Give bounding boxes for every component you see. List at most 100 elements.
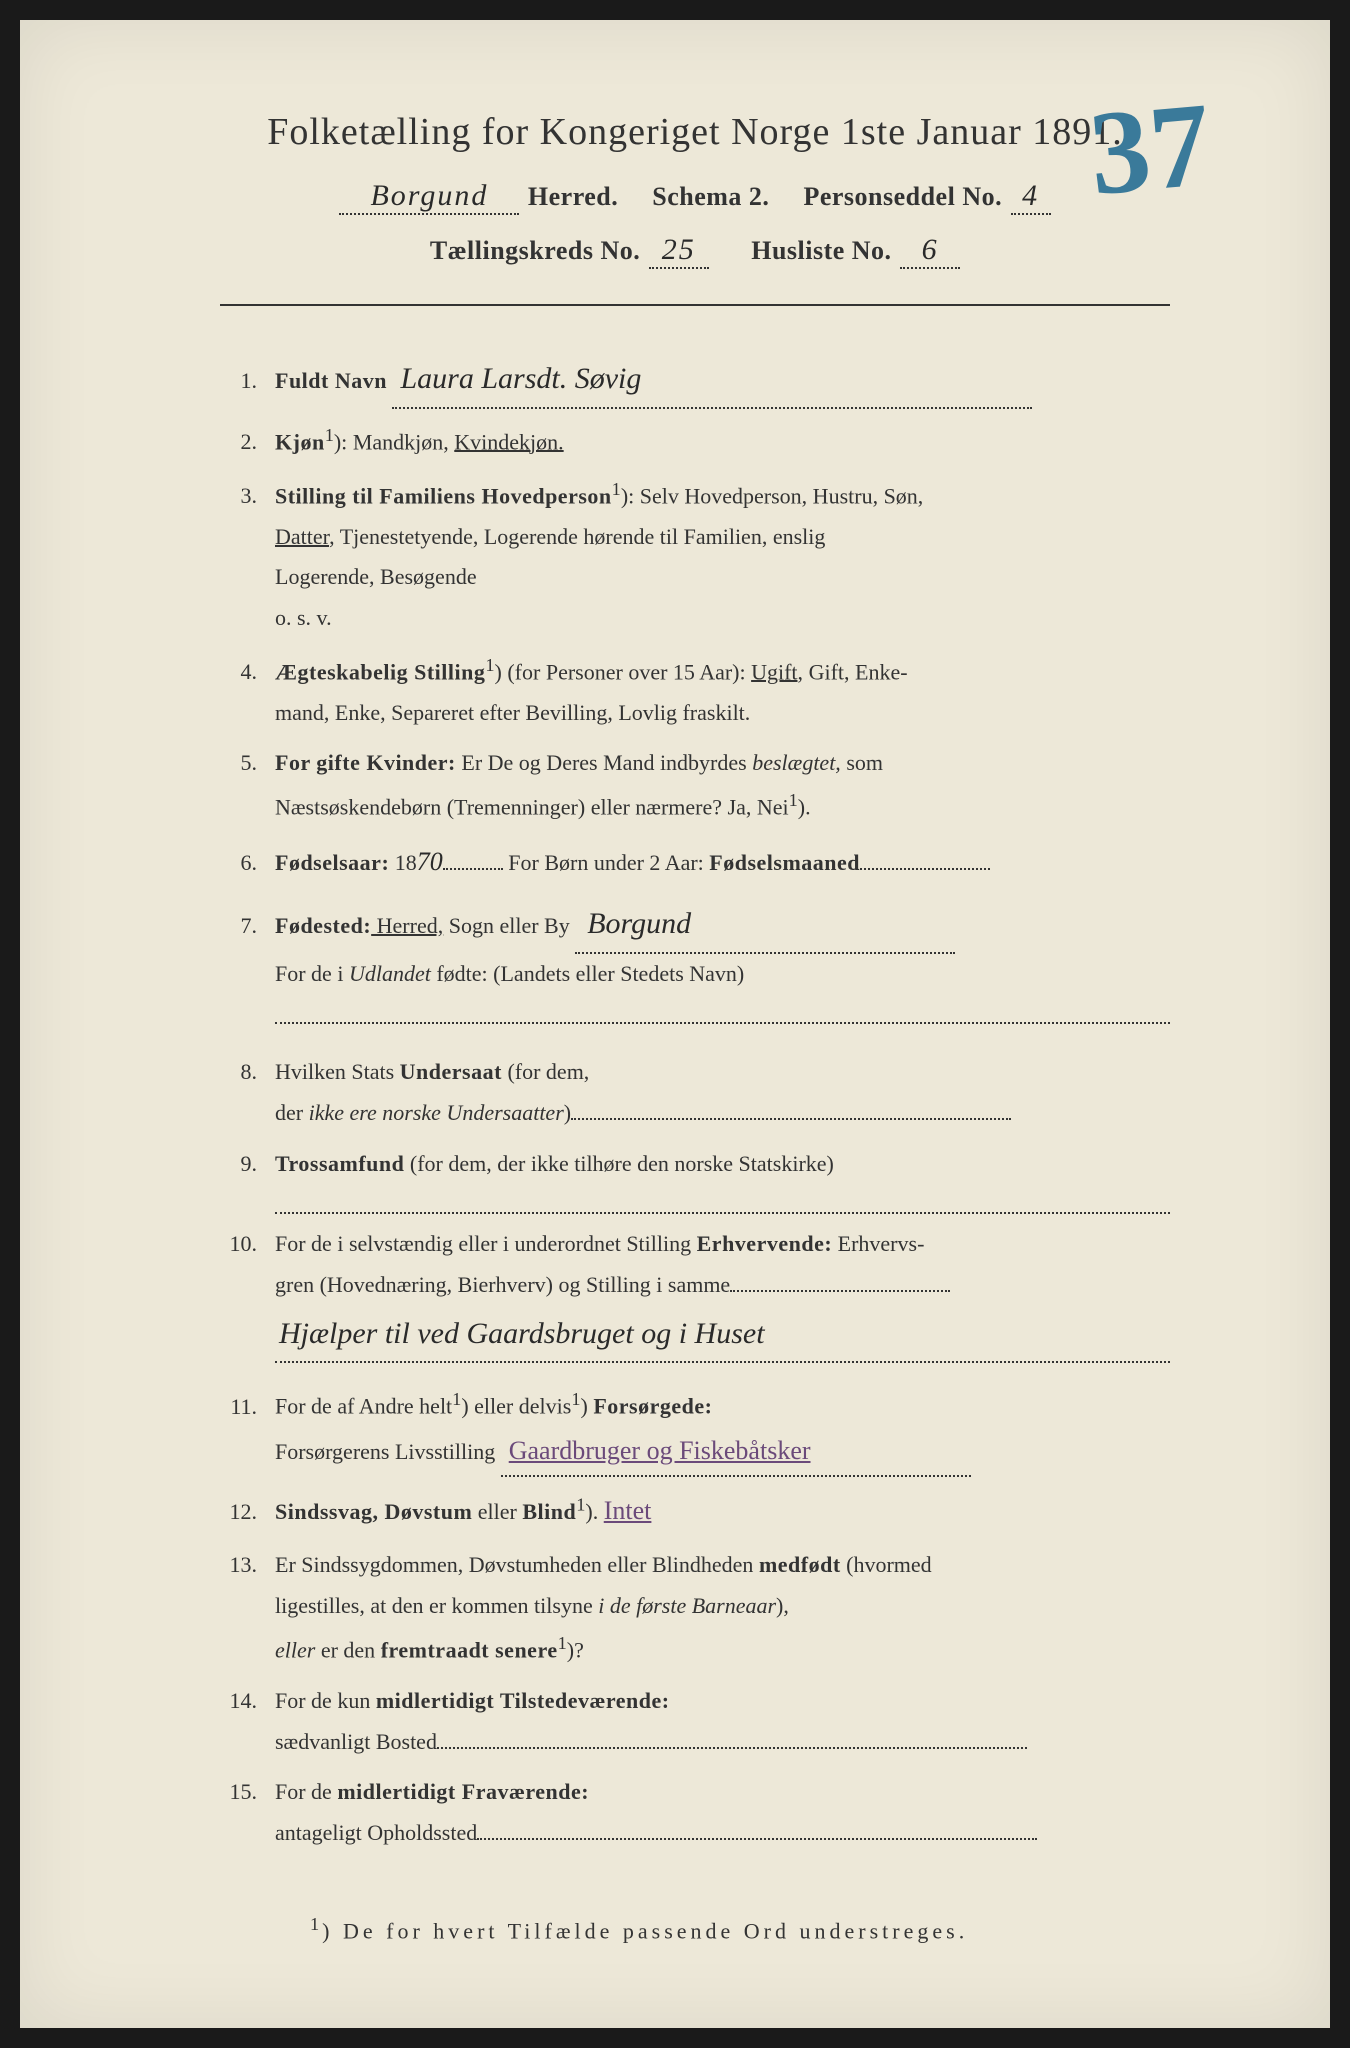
q8-em: ikke ere norske Undersaatter <box>309 1100 564 1125</box>
q14-fill <box>437 1747 1027 1749</box>
q6-label2: Fødselsmaaned <box>709 850 860 875</box>
q4-num: 4. <box>220 652 275 693</box>
footnote-text: ) De for hvert Tilfælde passende Ord und… <box>322 1918 968 1943</box>
q11-label: Forsørgede: <box>593 1394 712 1419</box>
q9-text: (for dem, der ikke tilhøre den norske St… <box>404 1151 833 1176</box>
q7-fill <box>275 998 1170 1024</box>
q14: 14. For de kun midlertidigt Tilstedevære… <box>220 1681 1170 1762</box>
q11-content: For de af Andre helt1) eller delvis1) Fo… <box>275 1383 1170 1477</box>
q4-rest: Gift, Enke- <box>803 659 907 684</box>
q8: 8. Hvilken Stats Undersaat (for dem, der… <box>220 1052 1170 1133</box>
q3-num: 3. <box>220 476 275 517</box>
q5-line2: Næstsøskendebørn (Tremenninger) eller næ… <box>275 794 789 819</box>
q11-num: 11. <box>220 1387 275 1428</box>
kreds-label: Tællingskreds No. <box>430 236 640 265</box>
q1-label: Fuldt Navn <box>275 368 387 393</box>
footnote-sup: 1 <box>310 1914 322 1934</box>
footnote: 1) De for hvert Tilfælde passende Ord un… <box>220 1914 1170 1944</box>
q15-label: midlertidigt Fraværende: <box>337 1779 589 1804</box>
q3-line2a: Tjenestetyende, Logerende hørende til Fa… <box>335 524 826 549</box>
q15-num: 15. <box>220 1772 275 1813</box>
q7-value: Borgund <box>575 896 955 954</box>
q2-num: 2. <box>220 422 275 463</box>
q8-fill <box>571 1118 1011 1120</box>
q10-label: Erhvervende: <box>697 1231 833 1256</box>
q12-t: eller <box>472 1499 522 1524</box>
q8-l2a: der <box>275 1100 309 1125</box>
q5-sup: 1 <box>789 790 798 810</box>
form-header: Folketælling for Kongeriget Norge 1ste J… <box>220 110 1170 269</box>
q11: 11. For de af Andre helt1) eller delvis1… <box>220 1383 1170 1477</box>
q10: 10. For de i selvstændig eller i underor… <box>220 1224 1170 1363</box>
q3-content: Stilling til Familiens Hovedperson1): Se… <box>275 473 1170 639</box>
q6-num: 6. <box>220 843 275 884</box>
form-title: Folketælling for Kongeriget Norge 1ste J… <box>220 110 1170 154</box>
q5: 5. For gifte Kvinder: Er De og Deres Man… <box>220 743 1170 828</box>
q7-l2a: For de i <box>275 961 349 986</box>
q3-sup: 1 <box>612 479 621 499</box>
q5-end: ). <box>798 794 811 819</box>
person-label: Personseddel No. <box>803 182 1002 211</box>
q11-s1: 1 <box>452 1389 461 1409</box>
q10-t2: Erhvervs- <box>832 1231 924 1256</box>
q14-content: For de kun midlertidigt Tilstedeværende:… <box>275 1681 1170 1762</box>
q3-line3: o. s. v. <box>275 605 332 630</box>
q12: 12. Sindssvag, Døvstum eller Blind1). In… <box>220 1487 1170 1535</box>
q4-label: Ægteskabelig Stilling <box>275 659 485 684</box>
q10-fill1 <box>730 1290 950 1292</box>
q2-content: Kjøn1): Mandkjøn, Kvindekjøn. <box>275 419 1170 463</box>
schema-label: Schema 2. <box>652 182 769 211</box>
q10-num: 10. <box>220 1224 275 1265</box>
q4: 4. Ægteskabelig Stilling1) (for Personer… <box>220 649 1170 734</box>
person-no: 4 <box>1011 179 1051 215</box>
q2-label: Kjøn <box>275 429 325 454</box>
q6-t2: For Børn under 2 Aar: <box>503 850 710 875</box>
q6-yprefix: 18 <box>389 850 417 875</box>
q5-em: beslægtet, <box>752 750 841 775</box>
q12-content: Sindssvag, Døvstum eller Blind1). Intet <box>275 1487 1170 1535</box>
q11-t3: ) <box>580 1394 593 1419</box>
q7-content: Fødested: Herred, Sogn eller By Borgund … <box>275 896 1170 1024</box>
q2-sup: 1 <box>325 425 334 445</box>
q3-line2b: Logerende, Besøgende <box>275 564 477 589</box>
q3-line1: Selv Hovedperson, Hustru, Søn, <box>640 483 924 508</box>
q13: 13. Er Sindssygdommen, Døvstumheden elle… <box>220 1545 1170 1670</box>
husliste-no: 6 <box>900 233 960 269</box>
header-row-1: Borgund Herred. Schema 2. Personseddel N… <box>220 179 1170 215</box>
q2-sep: ): <box>334 429 353 454</box>
q3-label: Stilling til Familiens Hovedperson <box>275 483 612 508</box>
q14-l2: sædvanligt Bosted <box>275 1729 437 1754</box>
q4-content: Ægteskabelig Stilling1) (for Personer ov… <box>275 649 1170 734</box>
q15-l2: antageligt Opholdssted <box>275 1820 477 1845</box>
q13-l3b: er den <box>315 1637 380 1662</box>
q1-content: Fuldt Navn Laura Larsdt. Søvig <box>275 351 1170 409</box>
q11-t2: ) eller delvis <box>461 1394 571 1419</box>
q8-l2b: ) <box>564 1100 571 1125</box>
q1-num: 1. <box>220 361 275 402</box>
q5-t1: Er De og Deres Mand indbyrdes <box>456 750 752 775</box>
q13-l2a: ligestilles, at den er kommen tilsyne <box>275 1593 598 1618</box>
form-body: 1. Fuldt Navn Laura Larsdt. Søvig 2. Kjø… <box>220 351 1170 1854</box>
q10-l2: gren (Hovednæring, Bierhverv) og Stillin… <box>275 1272 730 1297</box>
q1: 1. Fuldt Navn Laura Larsdt. Søvig <box>220 351 1170 409</box>
q9-label: Trossamfund <box>275 1151 404 1176</box>
q3: 3. Stilling til Familiens Hovedperson1):… <box>220 473 1170 639</box>
q13-l2b: ), <box>776 1593 789 1618</box>
husliste-label: Husliste No. <box>751 236 891 265</box>
q13-t2: (hvormed <box>841 1552 932 1577</box>
q3-sep: ): <box>621 483 640 508</box>
header-divider <box>220 304 1170 306</box>
page-number-annotation: 37 <box>1084 75 1216 223</box>
q15-content: For de midlertidigt Fraværende: antageli… <box>275 1772 1170 1853</box>
q7-t1: Sogn eller By <box>443 913 570 938</box>
q5-label: For gifte Kvinder: <box>275 750 456 775</box>
herred-value: Borgund <box>339 179 519 215</box>
q11-value: Gaardbruger og Fiskebåtsker <box>501 1427 971 1477</box>
q13-num: 13. <box>220 1545 275 1586</box>
header-row-2: Tællingskreds No. 25 Husliste No. 6 <box>220 233 1170 269</box>
herred-label: Herred. <box>528 182 618 211</box>
q14-t: For de kun <box>275 1688 376 1713</box>
q7: 7. Fødested: Herred, Sogn eller By Borgu… <box>220 896 1170 1024</box>
q8-content: Hvilken Stats Undersaat (for dem, der ik… <box>275 1052 1170 1133</box>
q15: 15. For de midlertidigt Fraværende: anta… <box>220 1772 1170 1853</box>
